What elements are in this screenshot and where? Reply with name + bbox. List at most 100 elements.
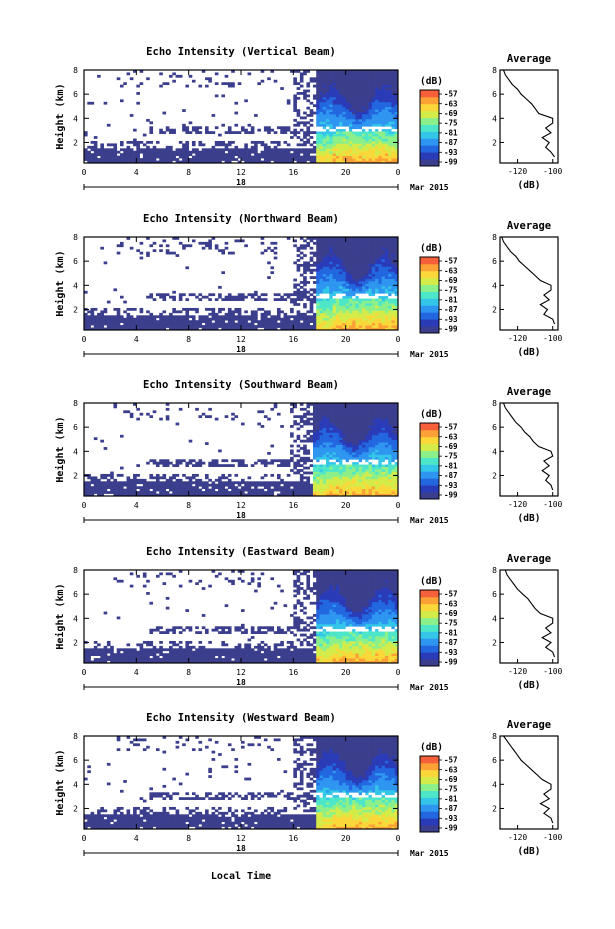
heatmap-cell: [316, 239, 320, 243]
heatmap-cell: [116, 158, 121, 161]
heatmap-cell: [218, 464, 222, 467]
heatmap-cell: [159, 493, 163, 497]
heatmap-cell: [293, 128, 297, 132]
heatmap-cell: [90, 491, 95, 494]
heatmap-cell: [362, 74, 366, 78]
heatmap-cell: [329, 429, 333, 433]
heatmap-cell: [348, 96, 353, 100]
heatmap-cell: [110, 471, 114, 475]
heatmap-cell: [250, 160, 255, 164]
heatmap-cell: [332, 317, 337, 321]
heatmap-cell: [375, 263, 379, 267]
heatmap-cell: [358, 483, 363, 487]
colorbar-tick-label: -81: [444, 295, 458, 304]
heatmap-cell: [388, 87, 392, 90]
heatmap-cell: [368, 87, 373, 90]
heatmap-cell: [152, 322, 157, 326]
heatmap-cell: [299, 295, 304, 299]
heatmap-cell: [312, 417, 317, 421]
heatmap-cell: [371, 101, 376, 105]
heatmap-cell: [178, 478, 183, 482]
heatmap-cell: [312, 410, 317, 414]
heatmap-cell: [241, 295, 245, 299]
heatmap-cell: [221, 493, 225, 497]
heatmap-cell: [332, 461, 337, 465]
heatmap-cell: [136, 493, 140, 497]
heatmap-cell: [348, 158, 353, 161]
heatmap-cell: [348, 312, 353, 316]
heatmap-cell: [169, 131, 173, 134]
heatmap-cell: [126, 158, 131, 161]
heatmap-cell: [182, 244, 186, 248]
heatmap-cell: [348, 449, 353, 453]
heatmap-cell: [296, 312, 301, 316]
heatmap-cell: [362, 123, 366, 127]
heatmap-cell: [378, 109, 382, 112]
heatmap-cell: [191, 143, 196, 147]
heatmap-cell: [371, 246, 376, 250]
heatmap-cell: [319, 74, 324, 78]
heatmap-cell: [322, 263, 327, 267]
heatmap-cell: [322, 491, 327, 494]
heatmap-cell: [391, 317, 396, 321]
heatmap-cell: [270, 266, 275, 270]
heatmap-cell: [306, 322, 311, 326]
heatmap-cell: [103, 261, 108, 265]
heatmap-cell: [384, 268, 389, 272]
heatmap-cell: [316, 285, 320, 289]
heatmap-cell: [335, 123, 340, 127]
heatmap-cell: [388, 325, 392, 328]
heatmap-cell: [335, 434, 340, 438]
heatmap-cell: [332, 72, 337, 76]
heatmap-cell: [316, 478, 320, 482]
heatmap-cell: [381, 96, 386, 100]
heatmap-cell: [388, 266, 392, 270]
heatmap-cell: [358, 118, 363, 122]
heatmap-cell: [142, 317, 147, 321]
heatmap-cell: [267, 317, 271, 321]
heatmap-cell: [322, 118, 327, 122]
heatmap-cell: [237, 325, 242, 328]
heatmap-cell: [362, 263, 366, 267]
heatmap-cell: [165, 320, 170, 324]
heatmap-cell: [316, 263, 320, 267]
heatmap-cell: [378, 126, 382, 130]
heatmap-cell: [283, 488, 288, 492]
heatmap-cell: [312, 288, 317, 292]
heatmap-cell: [332, 459, 337, 463]
heatmap-cell: [339, 471, 343, 475]
heatmap-cell: [247, 160, 252, 164]
heatmap-cell: [306, 320, 311, 324]
heatmap-cell: [267, 150, 271, 154]
heatmap-cell: [368, 317, 373, 321]
heatmap-cell: [195, 307, 199, 311]
heatmap-cell: [326, 133, 330, 137]
heatmap-cell: [316, 138, 320, 142]
heatmap-cell: [339, 150, 343, 154]
heatmap-cell: [375, 79, 379, 83]
heatmap-cell: [303, 148, 307, 152]
heatmap-cell: [384, 327, 389, 331]
heatmap-cell: [378, 447, 382, 450]
heatmap-cell: [355, 268, 360, 272]
heatmap-cell: [329, 268, 333, 272]
heatmap-cell: [303, 434, 307, 438]
heatmap-cell: [335, 246, 340, 250]
heatmap-cell: [394, 276, 399, 279]
heatmap-cell: [152, 148, 157, 152]
heatmap-cell: [224, 315, 229, 319]
heatmap-cell: [391, 254, 396, 257]
heatmap-cell: [293, 153, 297, 157]
heatmap-cell: [123, 158, 127, 161]
heatmap-cell: [332, 153, 337, 157]
heatmap-cell: [375, 493, 379, 497]
heatmap-cell: [352, 94, 356, 98]
heatmap-cell: [290, 136, 294, 139]
colorbar-segment: [420, 270, 439, 279]
heatmap-cell: [296, 459, 301, 463]
heatmap-cell: [224, 476, 229, 480]
heatmap-cell: [394, 128, 399, 132]
heatmap-cell: [342, 410, 347, 414]
heatmap-cell: [326, 89, 330, 93]
heatmap-cell: [110, 153, 114, 157]
